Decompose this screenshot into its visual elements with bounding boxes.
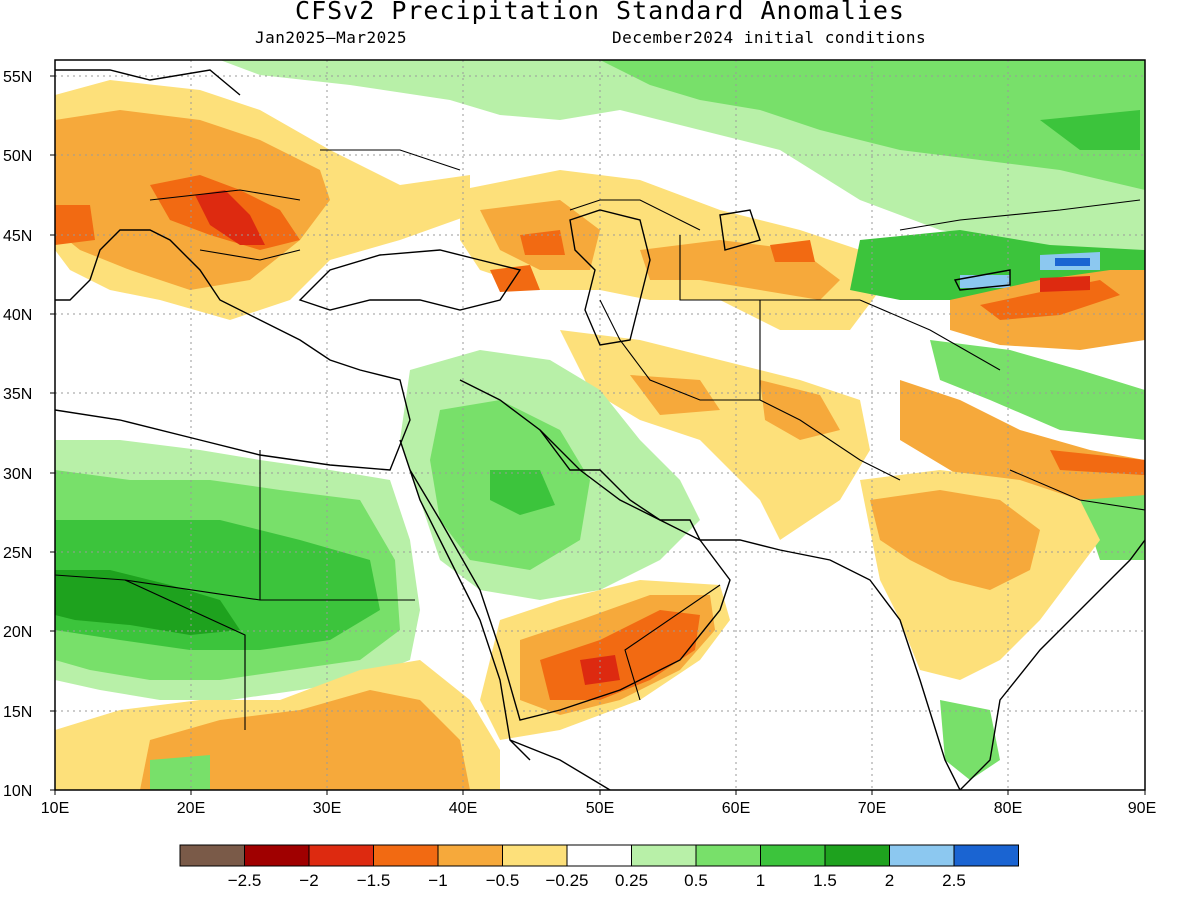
lat-label: 55N: [3, 69, 32, 86]
lat-labels: 55N 50N 45N 40N 35N 30N 25N 20N 15N 10N: [3, 69, 32, 800]
colorbar-label: 0.25: [615, 871, 648, 890]
coast-india-east: [959, 539, 1145, 790]
anomaly-himalaya-red: [1050, 450, 1145, 475]
lon-label: 20E: [177, 800, 205, 817]
graticule: [55, 60, 1145, 790]
colorbar-swatch: [695, 844, 761, 867]
lat-label: 20N: [3, 624, 32, 641]
lon-label: 10E: [41, 800, 69, 817]
colorbar-swatch: [760, 844, 826, 867]
coast-balkhash: [953, 269, 1011, 291]
colorbar-swatch: [373, 844, 439, 867]
colorbar-label: 2.5: [942, 871, 966, 890]
lon-label: 70E: [858, 800, 886, 817]
anomaly-south-india-wet: [940, 700, 1000, 780]
lon-label: 50E: [586, 800, 614, 817]
colorbar-label: −1.5: [357, 871, 391, 890]
lon-label: 30E: [313, 800, 341, 817]
anomaly-mideast-wet3: [490, 470, 555, 515]
colorbar-labels: −2.5 −2 −1.5 −1 −0.5 −0.25 0.25 0.5 1 1.5 2 2.5: [228, 871, 966, 890]
borders: [55, 149, 1145, 730]
anomaly-india-mod: [870, 490, 1040, 590]
lat-label: 50N: [3, 148, 32, 165]
anomaly-caspian-mod: [480, 200, 840, 300]
lat-label: 15N: [3, 704, 32, 721]
anomaly-tianshan-dark: [1055, 258, 1090, 266]
colorbar-label: −2.5: [228, 871, 262, 890]
colorbar-label: 1.5: [813, 871, 837, 890]
colorbar-swatch: [953, 844, 1019, 867]
anomaly-north-wet2: [600, 60, 1145, 190]
anomaly-iran-mod: [630, 375, 840, 440]
lat-label: 35N: [3, 386, 32, 403]
coast-north-baltic: [55, 69, 241, 96]
anomaly-arabia-core: [580, 655, 620, 685]
anomaly-tibet-wet: [930, 340, 1145, 440]
colorbar-label: 2: [885, 871, 894, 890]
coast-aral: [719, 209, 761, 251]
axis-ticks: [50, 75, 1146, 795]
lat-label: 30N: [3, 466, 32, 483]
lat-label: 10N: [3, 783, 32, 800]
map-title: CFSv2 Precipitation Standard Anomalies: [295, 0, 905, 25]
lon-label: 60E: [722, 800, 750, 817]
colorbar-swatch: [631, 844, 697, 867]
lon-labels: 10E 20E 30E 40E 50E 60E 70E 80E 90E: [41, 800, 1156, 817]
colorbar-label: −2: [299, 871, 318, 890]
anomaly-north-wet3: [1040, 110, 1140, 150]
colorbar: [179, 844, 1019, 867]
anomaly-tianshan-core: [1040, 276, 1090, 292]
anomaly-sahel-wet-patch: [150, 755, 210, 790]
colorbar-label: −1: [428, 871, 447, 890]
colorbar-swatch: [308, 844, 374, 867]
colorbar-label: 0.5: [684, 871, 708, 890]
lat-label: 25N: [3, 545, 32, 562]
anomaly-caucasus-strong: [490, 230, 815, 292]
colorbar-swatch: [437, 844, 503, 867]
colorbar-label: −0.5: [486, 871, 520, 890]
lon-label: 90E: [1128, 800, 1156, 817]
lat-label: 45N: [3, 228, 32, 245]
forecast-period: Jan2025–Mar2025: [255, 28, 407, 47]
colorbar-label: −0.25: [545, 871, 588, 890]
colorbar-swatch: [179, 844, 245, 867]
anomaly-arabia-strong: [540, 610, 700, 700]
colorbar-swatch: [566, 844, 632, 867]
coastlines: [55, 69, 1145, 790]
anomaly-europe-core: [195, 190, 265, 245]
colorbar-label: 1: [756, 871, 765, 890]
lon-label: 40E: [449, 800, 477, 817]
coast-black-sea: [298, 249, 522, 311]
coast-africa-horn: [509, 739, 611, 790]
anomaly-himalaya-dry: [900, 380, 1145, 510]
colorbar-swatch: [502, 844, 568, 867]
colorbar-swatch: [824, 844, 890, 867]
colorbar-swatch: [244, 844, 310, 867]
coast-arabia: [409, 379, 731, 721]
initial-conditions: December2024 initial conditions: [612, 28, 927, 47]
colorbar-swatch: [889, 844, 955, 867]
lon-label: 80E: [994, 800, 1022, 817]
anomaly-sahara-wet4: [55, 570, 240, 635]
coast-caspian: [569, 209, 651, 346]
coast-mediterranean-north: [55, 229, 411, 471]
coast-persian-gulf: [539, 429, 961, 790]
lat-label: 40N: [3, 307, 32, 324]
anomaly-sahel-mod: [140, 690, 470, 790]
